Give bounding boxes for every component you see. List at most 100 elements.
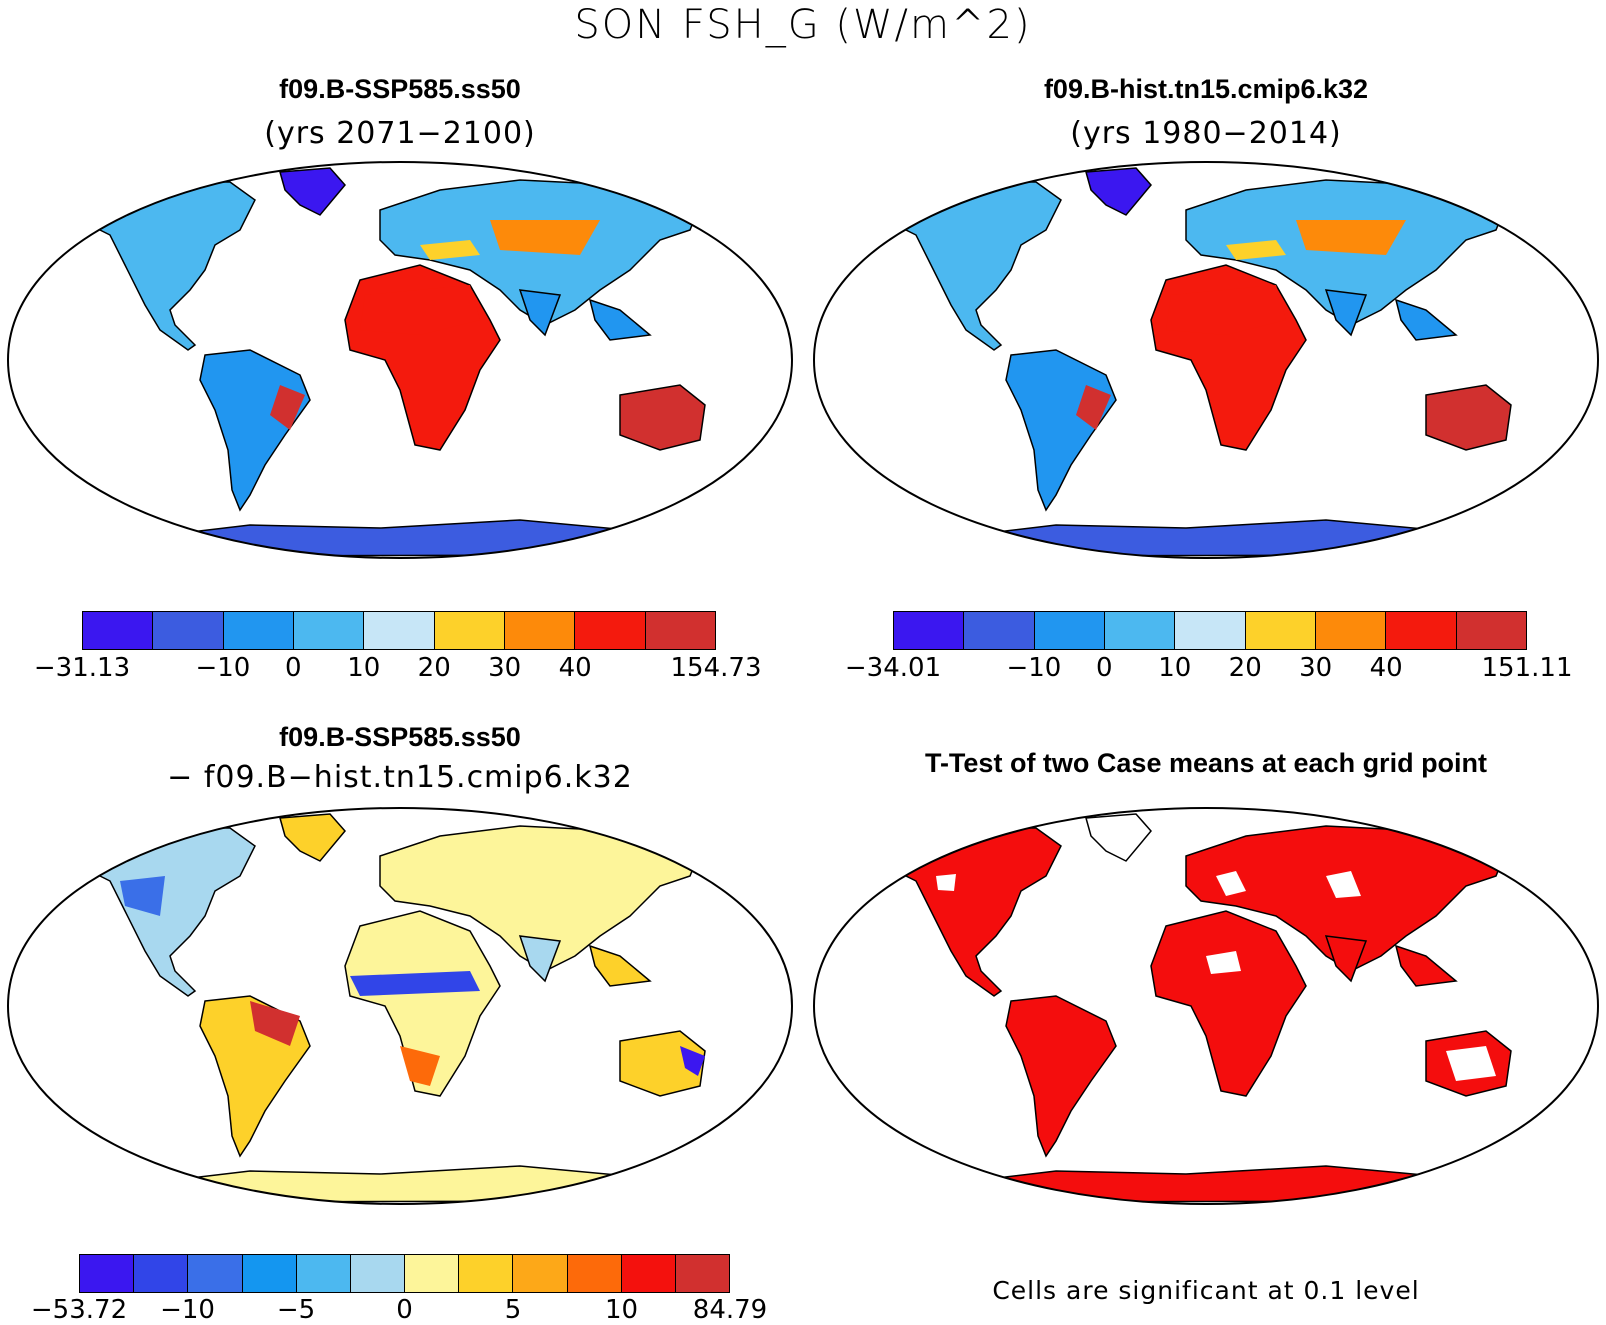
landmass-namerica bbox=[884, 181, 1062, 351]
colorbar-tick-label: 5 bbox=[504, 1295, 522, 1325]
colorbar-swatch bbox=[621, 1255, 676, 1292]
landmass-india bbox=[518, 289, 562, 337]
map-border bbox=[812, 160, 1600, 560]
colorbar-swatch bbox=[504, 612, 576, 649]
map-shading-patch bbox=[1206, 951, 1241, 974]
colorbar-tick-label: 10 bbox=[1158, 653, 1192, 683]
colorbar-tick-label: 40 bbox=[558, 653, 592, 683]
panel2-title: f09.B-hist.tn15.cmip6.k32 bbox=[1043, 74, 1369, 104]
colorbar-tick-label: 151.11 bbox=[1481, 653, 1573, 683]
colorbar-swatch bbox=[223, 612, 294, 649]
panel1-colorbar-labels: −31.13 −10 0 10 20 30 40 154.73 bbox=[34, 653, 762, 685]
landmass-namerica bbox=[884, 827, 1062, 997]
map-shading-patch bbox=[1296, 220, 1406, 255]
landmass-india bbox=[1324, 289, 1368, 337]
colorbar-tick-label: 10 bbox=[604, 1295, 639, 1325]
colorbar-swatch bbox=[675, 1255, 730, 1292]
map-shading-patch bbox=[1226, 240, 1286, 260]
colorbar-tick-label: 10 bbox=[347, 653, 381, 683]
figure-title: SON FSH_G (W/m^2) bbox=[574, 2, 1032, 48]
map-shading-patch bbox=[680, 1046, 705, 1076]
colorbar-tick-label: −31.13 bbox=[33, 653, 131, 683]
map-shading-patch bbox=[1446, 1046, 1496, 1081]
colorbar-swatch bbox=[1175, 612, 1246, 649]
map-shading-patch bbox=[400, 1046, 440, 1086]
colorbar-swatch bbox=[575, 612, 646, 649]
colorbar-swatch bbox=[645, 612, 715, 649]
colorbar-swatch bbox=[80, 1255, 135, 1292]
colorbar-tick-label: 40 bbox=[1369, 653, 1403, 683]
colorbar-tick-label: 0 bbox=[285, 653, 302, 683]
map-shading-patch bbox=[360, 285, 480, 335]
panel3-colorbar-labels: −53.72 −10 −5 0 5 10 84.79 bbox=[31, 1295, 767, 1325]
panel1-map bbox=[6, 160, 794, 560]
colorbar-tick-label: −10 bbox=[1006, 653, 1062, 683]
colorbar-swatch bbox=[1386, 612, 1457, 649]
map-shading-patch bbox=[250, 1001, 300, 1046]
colorbar-swatch bbox=[153, 612, 224, 649]
colorbar-swatch bbox=[405, 1255, 460, 1292]
panel2-map bbox=[812, 160, 1600, 560]
landmass-greenland bbox=[279, 167, 346, 216]
colorbar-tick-label: 30 bbox=[488, 653, 522, 683]
panel4-note: Cells are significant at 0.1 level bbox=[992, 1276, 1420, 1305]
colorbar-swatch bbox=[1315, 612, 1387, 649]
landmass-greenland bbox=[279, 813, 346, 862]
landmass-australia bbox=[1425, 384, 1512, 451]
colorbar-tick-label: −53.72 bbox=[30, 1295, 128, 1325]
colorbar-swatch bbox=[1104, 612, 1176, 649]
colorbar-tick-label: −34.01 bbox=[844, 653, 942, 683]
colorbar-tick-label: 0 bbox=[1096, 653, 1113, 683]
map-shading-patch bbox=[1216, 871, 1246, 896]
landmass-seasia bbox=[588, 944, 652, 987]
panel3-colorbar bbox=[79, 1254, 730, 1293]
landmass-india bbox=[1324, 935, 1368, 983]
panel2-colorbar bbox=[893, 611, 1527, 650]
colorbar-tick-label: 20 bbox=[417, 653, 451, 683]
map-shading-patch bbox=[270, 385, 305, 430]
map-border bbox=[6, 160, 794, 560]
landmass-seasia bbox=[588, 298, 652, 341]
map-shading-patch bbox=[1076, 385, 1111, 430]
map-shading-patch bbox=[420, 240, 480, 260]
landmass-samerica bbox=[1005, 995, 1117, 1158]
panel1-subtitle: (yrs 2071−2100) bbox=[264, 116, 536, 151]
landmass-greenland bbox=[1085, 167, 1152, 216]
panel1-colorbar bbox=[82, 611, 716, 650]
map-shading-patch bbox=[1326, 871, 1361, 898]
colorbar-swatch bbox=[567, 1255, 622, 1292]
map-shading-patch bbox=[120, 876, 165, 916]
panel3-title: f09.B-SSP585.ss50 bbox=[279, 722, 521, 752]
map-border bbox=[6, 806, 794, 1206]
colorbar-swatch bbox=[434, 612, 505, 649]
panel2-colorbar-labels: −34.01 −10 0 10 20 30 40 151.11 bbox=[845, 653, 1573, 685]
colorbar-tick-label: −10 bbox=[195, 653, 251, 683]
colorbar-swatch bbox=[1034, 612, 1105, 649]
map-shading-patch bbox=[350, 971, 480, 996]
colorbar-swatch bbox=[293, 612, 365, 649]
colorbar-tick-label: 30 bbox=[1299, 653, 1333, 683]
landmass-africa bbox=[344, 910, 501, 1097]
map-shading-patch bbox=[490, 220, 600, 255]
panel3-subtitle: − f09.B−hist.tn15.cmip6.k32 bbox=[167, 760, 633, 795]
colorbar-swatch bbox=[894, 612, 965, 649]
colorbar-swatch bbox=[964, 612, 1035, 649]
panel4-title: T-Test of two Case means at each grid po… bbox=[924, 748, 1488, 778]
colorbar-swatch bbox=[296, 1255, 351, 1292]
colorbar-tick-label: 154.73 bbox=[670, 653, 762, 683]
panel2-subtitle: (yrs 1980−2014) bbox=[1070, 116, 1342, 151]
landmass-australia bbox=[619, 1030, 706, 1097]
colorbar-tick-label: −5 bbox=[276, 1295, 316, 1325]
landmass-seasia bbox=[1394, 298, 1458, 341]
map-shading-patch bbox=[936, 874, 956, 891]
landmass-namerica bbox=[78, 181, 256, 351]
landmass-seasia bbox=[1394, 944, 1458, 987]
colorbar-tick-label: 0 bbox=[396, 1295, 413, 1325]
landmass-namerica bbox=[78, 827, 256, 997]
colorbar-swatch bbox=[350, 1255, 406, 1292]
map-border bbox=[812, 806, 1600, 1206]
colorbar-swatch bbox=[188, 1255, 243, 1292]
colorbar-swatch bbox=[459, 1255, 514, 1292]
colorbar-swatch bbox=[513, 1255, 568, 1292]
panel3-map bbox=[6, 806, 794, 1206]
